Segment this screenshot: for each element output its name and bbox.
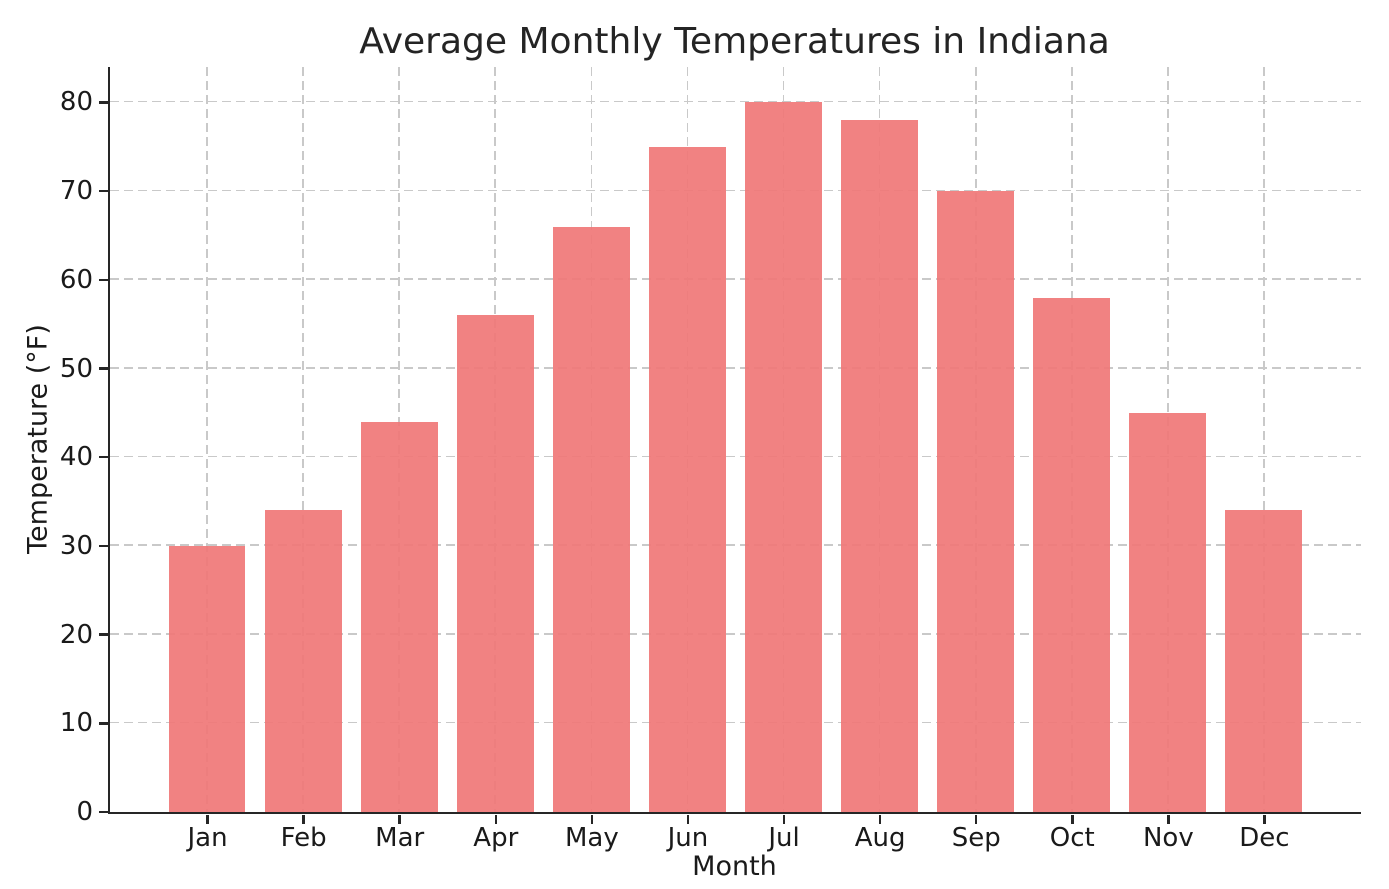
x-tick-label: Dec — [1239, 823, 1290, 853]
vertical-gridline — [1263, 67, 1265, 812]
y-tick-label: 10 — [59, 708, 93, 739]
bars-layer — [110, 67, 1361, 812]
bar-slot — [543, 67, 639, 812]
y-tick-mark — [99, 455, 108, 459]
x-tick-label: Jul — [768, 823, 800, 853]
x-tick-mark — [686, 814, 690, 824]
horizontal-gridline — [110, 278, 1361, 280]
x-tick-mark — [1167, 814, 1170, 824]
y-tick-label: 50 — [59, 353, 93, 384]
bar-slot — [1024, 67, 1120, 812]
bar-slot — [735, 67, 831, 812]
bar-feb — [264, 510, 342, 812]
x-tick-mark — [590, 814, 594, 824]
y-tick-label: 30 — [59, 530, 93, 561]
bar-slot — [1216, 67, 1312, 812]
y-tick-label: 0 — [76, 797, 93, 827]
x-tick-mark — [1263, 814, 1266, 824]
bar-slot — [159, 67, 255, 812]
bar-jul — [745, 102, 822, 812]
y-tick-mark — [99, 633, 108, 636]
bar-slot — [832, 67, 928, 812]
x-tick-label: Oct — [1049, 823, 1095, 853]
y-tick-label: 80 — [59, 87, 93, 118]
horizontal-gridline — [110, 366, 1361, 369]
bar-slot — [639, 67, 735, 812]
bar-slot — [447, 67, 543, 812]
bar-slot — [928, 67, 1024, 812]
x-tick-label: Jan — [187, 823, 228, 853]
x-tick-mark — [974, 814, 978, 824]
y-tick-mark — [99, 367, 108, 370]
bar-nov — [1129, 412, 1207, 812]
x-tick-label: Sep — [951, 823, 1001, 853]
chart-title: Average Monthly Temperatures in Indiana — [359, 21, 1110, 62]
x-axis-label: Month — [692, 851, 777, 882]
bar-apr — [456, 315, 534, 812]
bar-aug — [841, 120, 919, 812]
vertical-gridline — [206, 67, 208, 812]
x-tick-label: Aug — [854, 823, 906, 853]
bar-mar — [360, 421, 438, 812]
x-tick-label: Jun — [667, 823, 709, 853]
vertical-gridline — [302, 67, 304, 812]
horizontal-gridline — [110, 189, 1361, 192]
y-tick-mark — [99, 722, 108, 725]
bar-dec — [1225, 510, 1303, 812]
x-tick-mark — [206, 814, 209, 824]
bar-slot — [1120, 67, 1216, 812]
horizontal-gridline — [110, 455, 1361, 458]
y-tick-mark — [99, 101, 108, 104]
x-tick-label: Nov — [1142, 823, 1194, 853]
x-tick-mark — [494, 814, 498, 824]
y-tick-label: 40 — [59, 442, 93, 473]
x-tick-mark — [782, 814, 786, 824]
bar-jan — [168, 545, 246, 812]
y-tick-mark — [99, 189, 108, 193]
x-tick-mark — [878, 814, 882, 824]
x-tick-label: Mar — [375, 823, 425, 853]
y-tick-label: 70 — [59, 176, 93, 207]
x-tick-mark — [398, 814, 401, 824]
horizontal-gridline — [110, 633, 1361, 635]
y-tick-label: 60 — [59, 264, 93, 295]
bar-jun — [649, 146, 726, 812]
horizontal-gridline — [110, 100, 1361, 103]
x-tick-label: Feb — [280, 823, 327, 853]
plot-area — [108, 67, 1361, 814]
y-tick-mark — [99, 544, 108, 548]
bar-slot — [255, 67, 351, 812]
bar-sep — [937, 191, 1015, 812]
x-tick-label: May — [564, 823, 619, 853]
y-tick-label: 20 — [59, 619, 93, 650]
bar-oct — [1033, 297, 1111, 812]
x-tick-label: Apr — [473, 823, 519, 853]
x-tick-mark — [1071, 814, 1074, 824]
x-tick-mark — [302, 814, 305, 824]
bar-slot — [351, 67, 447, 812]
y-tick-mark — [99, 278, 108, 282]
y-tick-mark — [99, 810, 108, 814]
horizontal-gridline — [110, 544, 1361, 546]
bar-may — [552, 226, 630, 812]
horizontal-gridline — [110, 721, 1361, 724]
